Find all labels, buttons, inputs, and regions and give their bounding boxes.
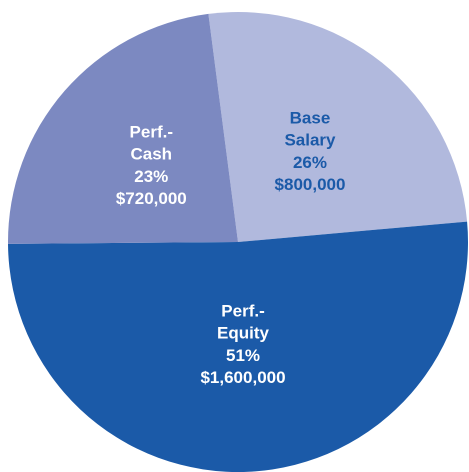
slice-value: $720,000	[116, 189, 187, 208]
slice-value: $1,600,000	[200, 368, 285, 387]
pie-slice	[8, 13, 239, 244]
slice-label: Perf.-Equity	[217, 302, 269, 343]
slice-percentage: 26%	[293, 153, 327, 172]
slice-percentage: 51%	[226, 346, 260, 365]
pie-slice	[8, 221, 469, 472]
pie-slice	[208, 11, 468, 242]
slice-percentage: 23%	[134, 167, 168, 186]
slice-value: $800,000	[275, 175, 346, 194]
slice-label: Perf.-Cash	[130, 123, 173, 164]
slice-label: Base Salary	[284, 109, 336, 150]
